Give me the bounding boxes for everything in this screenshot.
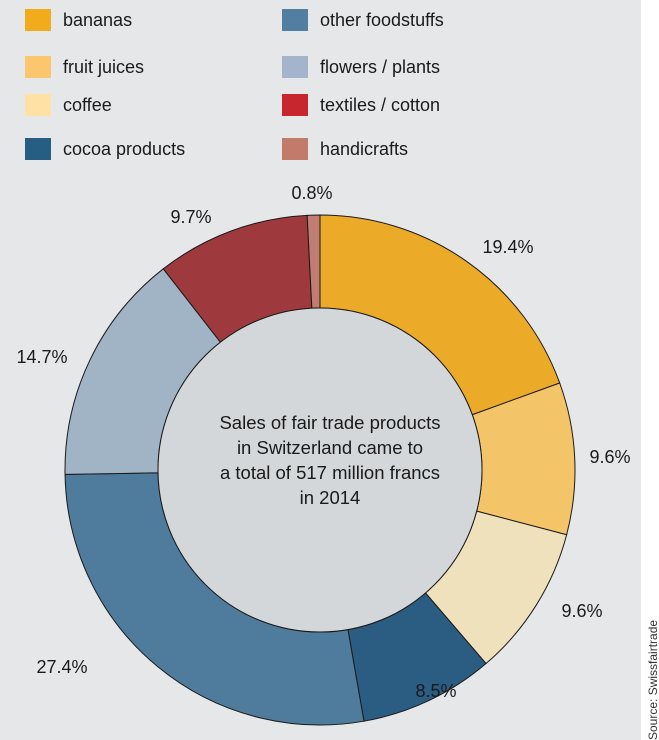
- legend-swatch: [282, 94, 308, 116]
- slice-value-label: 9.6%: [589, 447, 630, 467]
- legend-item: coffee: [25, 92, 112, 118]
- legend-label: cocoa products: [63, 138, 186, 159]
- legend-swatch: [282, 138, 308, 160]
- legend-item: fruit juices: [25, 54, 144, 80]
- chart-legend: bananas fruit juices coffee cocoa products o…: [0, 0, 641, 170]
- slice-value-label: 27.4%: [36, 657, 87, 677]
- legend-swatch: [282, 9, 308, 31]
- legend-swatch: [25, 138, 51, 160]
- center-text-line: a total of 517 million francs: [219, 462, 441, 483]
- donut-chart: 19.4% 9.6% 9.6% 8.5% 27.4% 14.7% 9.7% 0.8%: [16, 183, 631, 726]
- legend-item: bananas: [25, 7, 132, 33]
- slice-value-label: 0.8%: [291, 183, 332, 203]
- legend-swatch: [25, 94, 51, 116]
- slice-value-label: 8.5%: [415, 681, 456, 701]
- slice-value-label: 9.6%: [561, 601, 602, 621]
- slice-value-label: 9.7%: [170, 207, 211, 227]
- source-note: Source: Swissfairtrade: [646, 619, 659, 740]
- legend-label: textiles / cotton: [320, 94, 441, 115]
- legend-label: coffee: [63, 94, 112, 115]
- legend-label: handicrafts: [320, 138, 409, 159]
- center-text-line: in 2014: [299, 487, 361, 508]
- legend-item: handicrafts: [282, 136, 408, 162]
- legend-label: other foodstuffs: [320, 9, 444, 30]
- legend-item: cocoa products: [25, 136, 185, 162]
- donut-center-text: Sales of fair trade products in Switzerl…: [185, 410, 475, 510]
- legend-swatch: [25, 9, 51, 31]
- legend-label: fruit juices: [63, 56, 145, 77]
- legend-item: flowers / plants: [282, 54, 440, 80]
- legend-label: bananas: [63, 9, 133, 30]
- slice-value-label: 14.7%: [16, 347, 67, 367]
- center-text-line: Sales of fair trade products: [219, 412, 441, 433]
- legend-swatch: [25, 56, 51, 78]
- center-text-line: in Switzerland came to: [236, 437, 424, 458]
- donut-center: [157, 307, 483, 633]
- slice-value-label: 19.4%: [482, 237, 533, 257]
- chart-panel: bananas fruit juices coffee cocoa products o…: [0, 0, 641, 740]
- legend-item: textiles / cotton: [282, 92, 440, 118]
- legend-item: other foodstuffs: [282, 7, 444, 33]
- legend-label: flowers / plants: [320, 56, 441, 77]
- legend-swatch: [282, 56, 308, 78]
